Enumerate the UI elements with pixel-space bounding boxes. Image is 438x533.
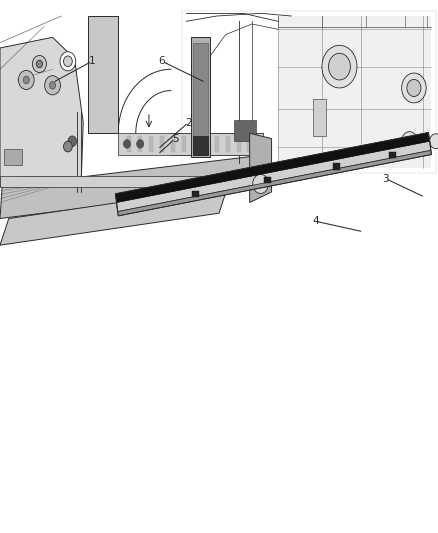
Text: 6: 6 — [159, 56, 166, 66]
Text: 5: 5 — [172, 134, 179, 143]
Circle shape — [64, 141, 72, 152]
Circle shape — [45, 76, 60, 95]
Circle shape — [253, 174, 268, 193]
Bar — [389, 152, 396, 158]
Circle shape — [137, 140, 144, 148]
Circle shape — [124, 140, 131, 148]
Polygon shape — [4, 149, 22, 165]
Circle shape — [32, 55, 46, 72]
Polygon shape — [193, 136, 208, 155]
Bar — [333, 163, 340, 169]
Polygon shape — [138, 136, 142, 152]
Text: 1: 1 — [88, 56, 95, 66]
Polygon shape — [118, 150, 431, 216]
Polygon shape — [226, 136, 230, 152]
Polygon shape — [191, 37, 210, 157]
Polygon shape — [193, 136, 197, 152]
Polygon shape — [204, 136, 208, 152]
Polygon shape — [0, 176, 263, 187]
Polygon shape — [182, 136, 186, 152]
Circle shape — [68, 136, 77, 147]
Polygon shape — [160, 136, 164, 152]
Polygon shape — [234, 120, 256, 141]
Polygon shape — [193, 43, 208, 155]
Polygon shape — [149, 136, 153, 152]
Polygon shape — [127, 136, 131, 152]
Polygon shape — [237, 136, 241, 152]
Polygon shape — [115, 133, 430, 203]
Polygon shape — [0, 155, 267, 219]
Bar — [264, 176, 271, 183]
Circle shape — [18, 70, 34, 90]
Circle shape — [49, 82, 56, 89]
Circle shape — [402, 132, 417, 151]
Polygon shape — [0, 187, 228, 245]
Polygon shape — [215, 136, 219, 152]
Circle shape — [64, 56, 72, 67]
Circle shape — [430, 134, 438, 149]
Circle shape — [322, 45, 357, 88]
Circle shape — [328, 53, 350, 80]
Polygon shape — [250, 133, 272, 203]
Polygon shape — [117, 141, 431, 212]
Text: 3: 3 — [382, 174, 389, 183]
Circle shape — [407, 79, 421, 96]
Polygon shape — [182, 11, 436, 173]
Circle shape — [60, 52, 76, 71]
Text: 4: 4 — [312, 216, 319, 226]
Bar — [192, 191, 199, 197]
Polygon shape — [247, 136, 252, 152]
Polygon shape — [88, 16, 118, 133]
Text: 2: 2 — [185, 118, 192, 127]
Circle shape — [402, 73, 426, 103]
Polygon shape — [278, 16, 431, 168]
Polygon shape — [171, 136, 175, 152]
Polygon shape — [0, 37, 83, 187]
Polygon shape — [118, 133, 263, 155]
Circle shape — [36, 60, 42, 68]
Circle shape — [23, 76, 29, 84]
Polygon shape — [313, 99, 326, 136]
